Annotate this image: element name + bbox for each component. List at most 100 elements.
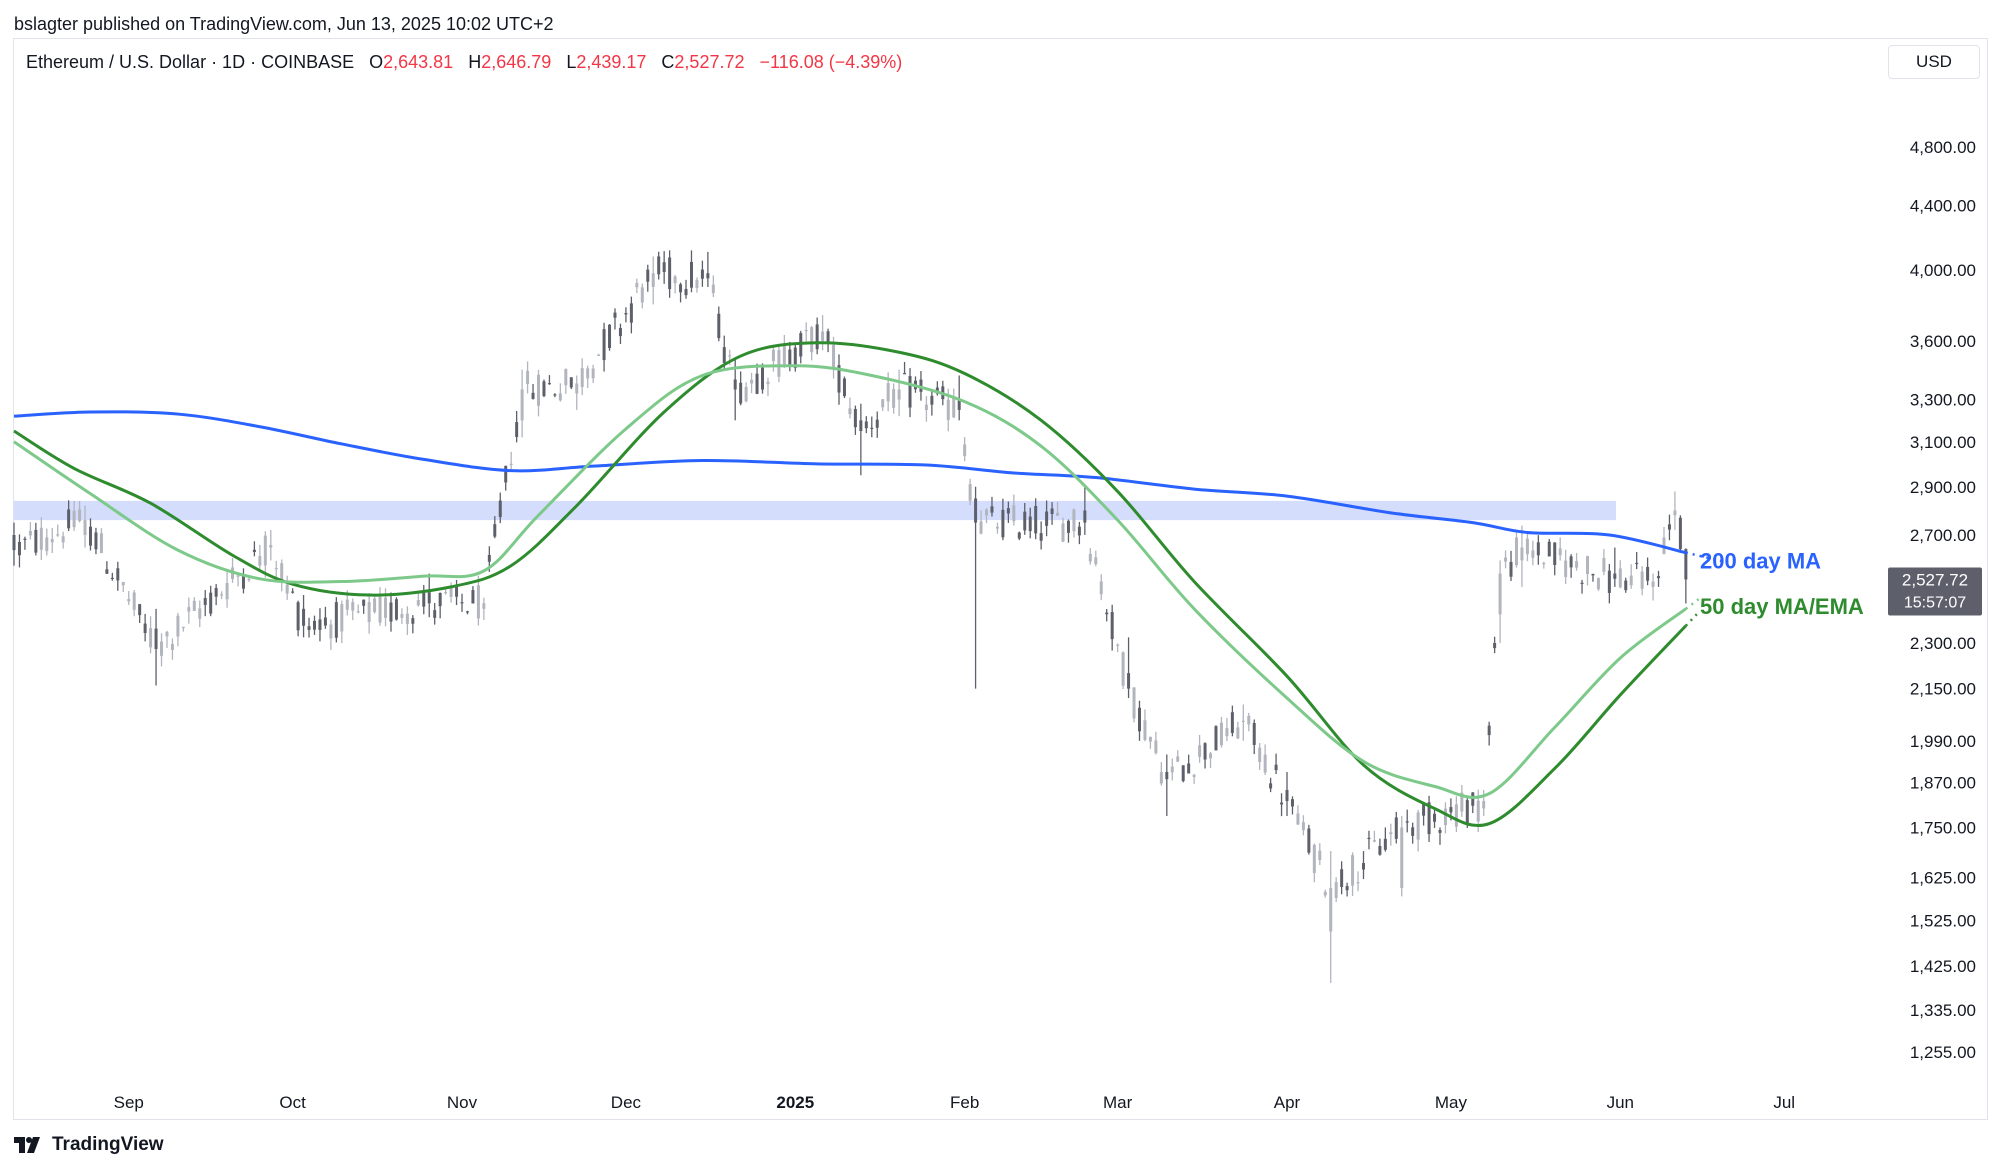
candle [1389,823,1393,846]
candle [1301,815,1305,836]
candle-body [924,404,928,411]
currency-selector[interactable]: USD [1888,45,1980,79]
candle-body [651,273,655,287]
candle [1640,566,1644,596]
candle-body [444,592,448,594]
candle-body [1296,813,1300,825]
candle [1088,548,1092,565]
candle-body [689,261,693,288]
candle-body [1673,510,1677,516]
candle [1072,508,1076,538]
candle [138,603,142,623]
price-tick-label: 1,870.00 [1910,774,1976,793]
candle [302,595,306,638]
candle-body [826,331,830,342]
candle [870,416,874,438]
candle [433,603,437,625]
candle [56,524,60,537]
chart-pane[interactable] [13,38,1988,1120]
50-day-ema-line [13,364,1687,799]
50-day-ma-projection [1684,613,1698,627]
candle [1159,762,1163,786]
candle [815,317,819,355]
candle [1487,721,1491,746]
candle-body [1001,509,1005,538]
candle [1586,555,1590,586]
candle [236,573,240,587]
candle-body [1651,581,1655,587]
candle [1181,765,1185,783]
candle [482,597,486,621]
candle-body [285,584,289,594]
candle-body [1558,548,1562,556]
candle-body [886,383,890,402]
candle-body [569,377,573,388]
candle-body [1285,790,1289,802]
candle [1443,802,1447,834]
candle [28,522,32,540]
candle [1361,851,1366,880]
candle [657,251,661,280]
candle-body [1427,802,1431,835]
candle-body [1132,687,1136,719]
candle-body [389,602,393,622]
candle [1504,550,1508,569]
candle-body [438,592,442,607]
candle-body [302,608,306,626]
candle [373,596,377,614]
candle-body [1624,580,1628,591]
change-value: −116.08 (−4.39%) [759,52,903,72]
candle [1274,753,1278,775]
candle-body [1542,562,1546,565]
candle-body [700,269,704,279]
candle-body [1012,505,1016,522]
candle [635,278,639,294]
candle-body [853,408,857,428]
candle-body [482,603,486,609]
candle [465,610,469,615]
candle-body [247,578,251,581]
candle-body [1482,801,1486,809]
candle-body [105,569,109,574]
candle-body [160,641,164,656]
candle [1367,830,1371,850]
candle [269,529,273,561]
candle-body [252,549,256,552]
candle [1564,549,1568,585]
candle [1607,564,1611,604]
footer-brand[interactable]: TradingView [14,1134,164,1156]
candle [1662,526,1666,555]
candle [356,604,360,614]
candle-body [1252,723,1256,745]
candle-body [236,575,240,577]
candle [1667,514,1671,541]
candle [1575,553,1579,571]
candle-body [1547,541,1551,557]
candle-body [629,303,633,323]
candle [717,306,721,342]
candle-body [1301,822,1305,831]
candle-body [897,389,901,400]
low-value: 2,439.17 [576,52,647,72]
candle-body [815,324,819,350]
candle [662,251,666,284]
candle [116,561,120,591]
candle-body [274,568,278,570]
candle [842,376,846,399]
candle-body [394,599,398,620]
candle-body [312,620,316,630]
candle [520,369,524,438]
candle-body [1258,747,1262,763]
candle [1187,754,1191,774]
candle [143,613,147,642]
candle-body [722,347,726,363]
candle [1209,751,1213,769]
candle [1269,777,1273,793]
candle-body [810,327,814,353]
candle-body [67,509,71,529]
candle [1105,609,1109,622]
candle [689,250,693,293]
symbol-title[interactable]: Ethereum / U.S. Dollar · 1D · COINBASE [26,52,355,72]
candle [1028,507,1032,539]
